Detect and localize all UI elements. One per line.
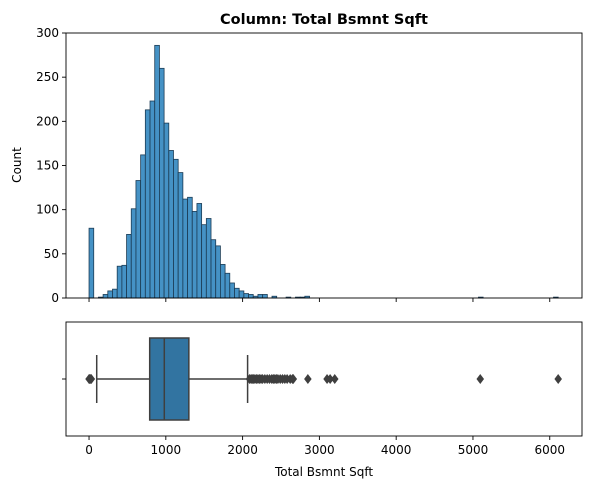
boxplot-outlier	[476, 374, 485, 384]
histogram-bar	[238, 290, 245, 299]
x-tick-label: 4000	[381, 443, 412, 457]
histogram-bar	[121, 264, 127, 299]
histogram-bar	[257, 294, 264, 299]
x-tick-label: 6000	[534, 443, 565, 457]
chart-title: Column: Total Bsmnt Sqft	[220, 12, 428, 28]
x-tick-label: 0	[85, 443, 93, 457]
histogram-bar	[168, 150, 174, 299]
y-tick-label: 50	[44, 247, 59, 261]
histogram-bar	[224, 272, 231, 299]
y-tick-label: 300	[36, 26, 59, 40]
histogram-bar	[191, 211, 198, 299]
histogram-bar	[135, 180, 142, 299]
histogram-bar	[144, 109, 151, 299]
boxplot-frame	[65, 321, 583, 437]
histogram-bar	[149, 100, 156, 299]
histogram-bar	[262, 294, 268, 299]
histogram-bar	[163, 122, 170, 299]
x-tick-label: 5000	[458, 443, 489, 457]
histogram-bar	[107, 290, 113, 299]
boxplot-outlier	[554, 374, 562, 384]
y-tick-label: 150	[36, 159, 59, 173]
histogram-panel: Column: Total Bsmnt Sqft Count 0 50 100 150…	[10, 12, 583, 305]
x-axis-ticks-top	[88, 298, 551, 302]
boxplot-outlier	[304, 374, 312, 384]
histogram-bar	[88, 227, 95, 299]
y-tick-label: 0	[51, 291, 59, 305]
x-tick-label: 2000	[227, 443, 258, 457]
histogram-bars	[88, 44, 559, 299]
boxplot-panel: 0 1000 2000 3000 4000 5000 6000 Total Bsmnt Sq…	[62, 321, 583, 479]
histogram-bar	[243, 293, 249, 299]
boxplot-outlier	[87, 374, 96, 384]
y-axis-ticks: 0 50 100 150 200 250 300	[36, 26, 66, 305]
y-tick-label: 200	[36, 114, 59, 128]
histogram-bar	[219, 264, 226, 299]
histogram-bar	[102, 294, 109, 299]
y-axis-label: Count	[10, 147, 24, 183]
histogram-bar	[196, 203, 203, 299]
histogram-bar	[234, 287, 240, 299]
histogram-bar	[159, 67, 165, 299]
histogram-bar	[229, 282, 235, 299]
x-tick-label: 3000	[304, 443, 335, 457]
histogram-bar	[187, 196, 193, 299]
histogram-bar	[205, 218, 212, 299]
histogram-bar	[116, 265, 123, 299]
histogram-bar	[140, 154, 146, 299]
boxplot-outlier	[289, 374, 298, 384]
y-tick-label: 250	[36, 70, 59, 84]
histogram-bar	[201, 224, 207, 299]
histogram-bar	[215, 245, 221, 299]
boxplot-outlier	[330, 374, 339, 384]
histogram-bar	[126, 233, 132, 299]
x-tick-label: 1000	[151, 443, 182, 457]
histogram-bar	[173, 158, 179, 299]
histogram-bar	[210, 239, 217, 299]
histogram-bar	[182, 198, 188, 299]
boxplot-box	[148, 337, 190, 421]
histogram-frame	[65, 32, 583, 299]
x-axis-ticks: 0 1000 2000 3000 4000 5000 6000	[85, 436, 565, 457]
histogram-bar	[112, 288, 118, 299]
x-axis-label: Total Bsmnt Sqft	[274, 465, 373, 479]
y-tick-label: 100	[36, 203, 59, 217]
histogram-bar	[154, 44, 160, 299]
histogram-bar	[248, 294, 254, 299]
boxplot-elements	[85, 337, 562, 421]
histogram-bar	[130, 208, 137, 299]
histogram-bar	[177, 172, 184, 299]
